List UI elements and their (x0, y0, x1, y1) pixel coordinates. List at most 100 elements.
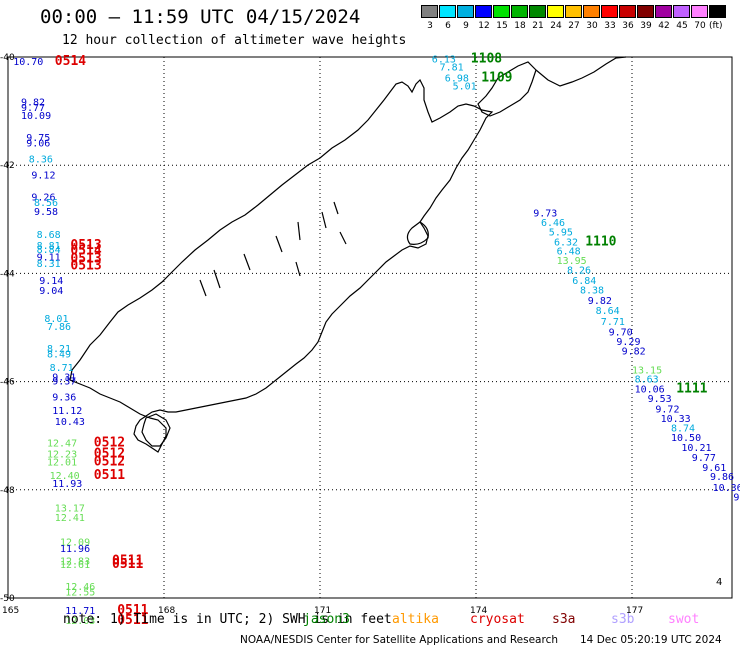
satellite-label: cryosat (470, 612, 525, 627)
wave-height-label: 10.06 (635, 384, 665, 395)
south-island-coastline (69, 78, 494, 453)
legend-label: 36 (622, 21, 634, 31)
wave-height-label: 10.70 (13, 57, 43, 68)
legend-swatch (565, 5, 582, 18)
pass-time-label: 0514 (55, 54, 86, 69)
north-island-coastline-east (535, 56, 627, 87)
wave-height-label: 12.40 (50, 471, 80, 482)
legend-swatch (673, 5, 690, 18)
wave-height-label: 8.21 (47, 344, 71, 355)
wave-height-label: 9.53 (648, 394, 672, 405)
wave-height-label: 9.37 (52, 376, 76, 387)
footer-note: note: 1) Time is in UTC; 2) SWH is in fe… (63, 612, 392, 627)
wave-height-label: 9.58 (34, 207, 58, 218)
legend-swatch (529, 5, 546, 18)
wave-height-label: 8.63 (635, 375, 659, 386)
wave-height-label: 7.86 (47, 322, 71, 333)
lake-outline (199, 279, 207, 297)
legend-swatch (547, 5, 564, 18)
wave-height-label: 8.74 (671, 423, 695, 434)
wave-height-label: 8.38 (580, 285, 604, 296)
wave-height-label: 5.01 (453, 81, 477, 92)
wave-height-label: 12.47 (47, 439, 77, 450)
legend-label: 39 (640, 21, 652, 31)
lon-tick-label: 174 (470, 606, 487, 616)
lat-tick-label: -44 (0, 269, 15, 279)
legend-label: 15 (496, 21, 508, 31)
wave-height-label: 10.09 (21, 111, 51, 122)
wave-height-label: 9.29 (616, 337, 640, 348)
wave-height-label: 9.26 (31, 192, 55, 203)
lake-outline (275, 235, 283, 253)
banks-peninsula (406, 221, 429, 245)
wave-height-label: 9.78 (733, 493, 740, 504)
lake-outline (295, 261, 301, 277)
lake-outline (297, 221, 301, 241)
wave-height-label: 12.46 (65, 582, 95, 593)
north-island-coastline (477, 61, 537, 117)
wave-height-label: 6.98 (445, 73, 469, 84)
wave-height-label: 8.31 (37, 259, 61, 270)
wave-height-label: 10.21 (681, 443, 711, 454)
lon-tick-label: 165 (2, 606, 19, 616)
legend-swatch (709, 5, 726, 18)
credit-text: NOAA/NESDIS Center for Satellite Applica… (240, 634, 558, 646)
pass-time-label: 0512 (94, 454, 125, 469)
pass-time-label: 0513 (70, 259, 101, 274)
wave-height-label: 13.15 (632, 365, 662, 376)
wave-height-label: 12.23 (47, 449, 77, 460)
pass-time-label: 0511 (117, 613, 148, 628)
wave-height-label: 11.71 (65, 606, 95, 617)
legend-swatch (601, 5, 618, 18)
wave-height-label: 8.56 (34, 198, 58, 209)
lon-tick-label: 171 (314, 606, 331, 616)
wave-height-label: 7.81 (440, 63, 464, 74)
wave-height-label: 8.64 (596, 306, 620, 317)
pass-time-label: 0511 (94, 468, 125, 483)
pass-time-label: 1108 (471, 51, 502, 66)
map-subtitle: 12 hour collection of altimeter wave hei… (62, 33, 407, 48)
lon-tick-label: 177 (626, 606, 643, 616)
wave-height-label: 9.70 (609, 328, 633, 339)
legend-label: 33 (604, 21, 616, 31)
islet-marker: 4 (716, 577, 722, 588)
lat-tick-label: -50 (0, 594, 15, 604)
wave-height-label: 6.46 (541, 218, 565, 229)
map-frame (7, 56, 733, 599)
wave-height-label: 8.81 (37, 241, 61, 252)
wave-height-label: 8.26 (567, 265, 591, 276)
legend-swatch (475, 5, 492, 18)
wave-height-label: 6.48 (557, 246, 581, 257)
wave-height-label: 9.61 (702, 463, 726, 474)
lake-outline (333, 201, 339, 215)
legend-label: 3 (427, 21, 433, 31)
legend-label: 42 (658, 21, 670, 31)
wave-height-label: 9.75 (26, 133, 50, 144)
pass-time-label: 0512 (94, 446, 125, 461)
wave-height-label: 6.13 (432, 54, 456, 65)
wave-height-label: 12.55 (65, 587, 95, 598)
wave-height-label: 10.33 (661, 414, 691, 425)
legend-label: 9 (463, 21, 469, 31)
satellite-label: altika (392, 612, 439, 627)
lat-tick-label: -48 (0, 486, 15, 496)
wave-height-label: 11.93 (52, 479, 82, 490)
wave-height-label: 8.84 (37, 245, 61, 256)
wave-height-label: 9.82 (622, 347, 646, 358)
wave-height-label: 8.71 (50, 363, 74, 374)
lat-tick-label: -42 (0, 161, 15, 171)
pass-time-label: 0513 (70, 252, 101, 267)
satellite-label: s3b (611, 612, 635, 627)
pass-time-label: 1110 (585, 234, 616, 249)
wave-height-label: 9.36 (52, 393, 76, 404)
legend-label: 45 (676, 21, 688, 31)
wave-height-label: 12.01 (47, 457, 77, 468)
wave-height-label: 11.96 (60, 544, 90, 555)
wave-height-label: 9.82 (588, 296, 612, 307)
wave-height-label: 8.36 (29, 154, 53, 165)
satellite-label: jason3 (303, 612, 350, 627)
wave-height-label: 10.50 (671, 433, 701, 444)
pass-time-label: 1109 (481, 70, 512, 85)
lon-tick-label: 168 (158, 606, 175, 616)
